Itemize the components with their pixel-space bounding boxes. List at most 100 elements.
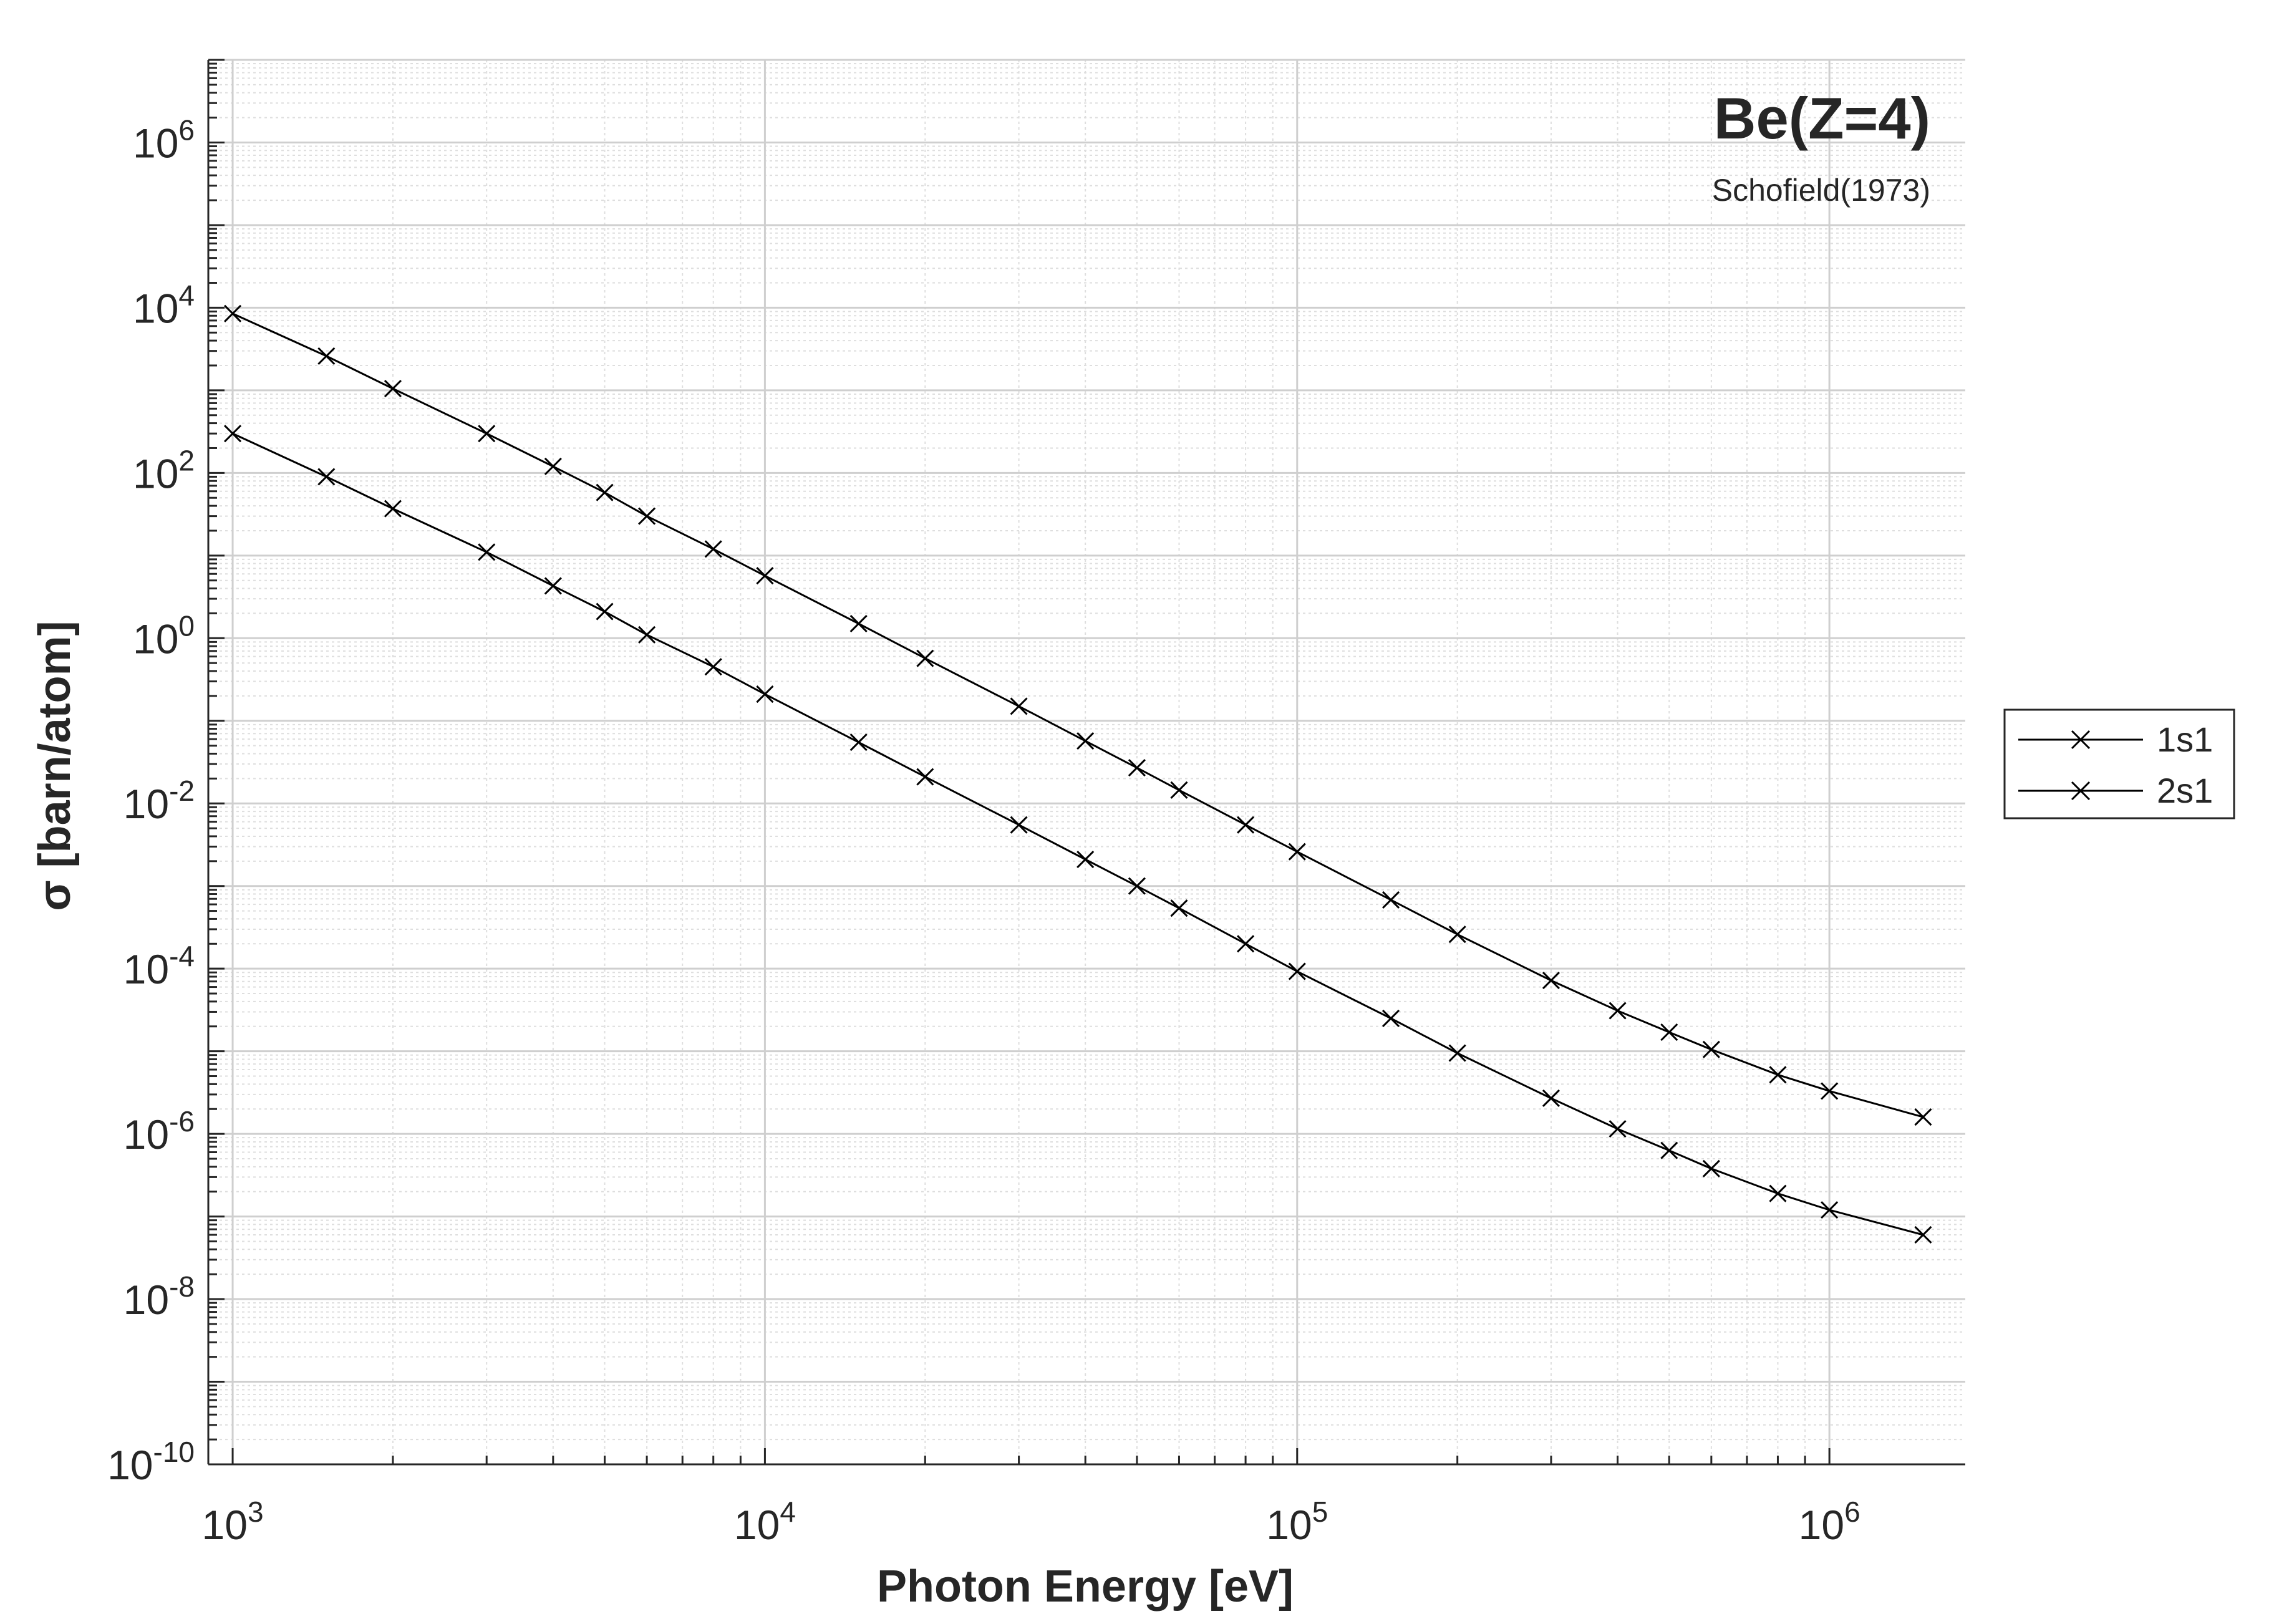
- marker-stroke: [1237, 935, 1255, 953]
- marker-stroke: [1448, 926, 1466, 944]
- marker-stroke: [1170, 899, 1188, 917]
- data-point-2s1: [1237, 935, 1255, 953]
- data-point-2s1: [317, 468, 336, 486]
- marker-stroke: [1609, 1120, 1627, 1138]
- data-point-1s1: [596, 483, 614, 501]
- y-tick-label: 10-2: [123, 775, 195, 827]
- marker-stroke: [638, 507, 656, 525]
- series-layer: [223, 304, 1932, 1244]
- marker-stroke: [1170, 781, 1188, 799]
- marker-stroke: [478, 543, 496, 561]
- marker-stroke: [1010, 697, 1028, 715]
- data-point-1s1: [223, 304, 242, 322]
- data-point-1s1: [1660, 1023, 1678, 1042]
- data-point-2s1: [1381, 1009, 1400, 1027]
- series-line-1s1: [232, 312, 1923, 1118]
- marker-stroke: [1769, 1184, 1787, 1202]
- series-1s1: [223, 304, 1932, 1126]
- marker-stroke: [1288, 843, 1306, 861]
- data-point-1s1: [317, 347, 336, 365]
- y-tick-label: 106: [133, 114, 195, 166]
- marker-stroke: [1128, 877, 1146, 895]
- legend-label-2s1: 2s1: [2157, 771, 2213, 810]
- data-point-1s1: [544, 457, 562, 475]
- data-point-1s1: [704, 540, 722, 558]
- marker-stroke: [1769, 1066, 1787, 1084]
- data-point-1s1: [1170, 781, 1188, 799]
- marker-stroke: [704, 540, 722, 558]
- data-point-2s1: [638, 626, 656, 644]
- y-tick-label: 10-4: [123, 940, 195, 992]
- minor-grid: [208, 60, 1965, 1464]
- legend-entry-2s1: 2s1: [2018, 771, 2213, 810]
- data-point-2s1: [1077, 850, 1095, 869]
- data-point-1s1: [1769, 1066, 1787, 1084]
- data-point-2s1: [1821, 1201, 1839, 1219]
- chart-title: Be(Z=4): [1714, 85, 1930, 151]
- marker-stroke: [638, 626, 656, 644]
- data-point-2s1: [544, 577, 562, 595]
- data-point-2s1: [704, 658, 722, 676]
- marker-stroke: [704, 658, 722, 676]
- data-point-2s1: [384, 500, 402, 518]
- marker-stroke: [756, 567, 774, 585]
- data-point-2s1: [1010, 816, 1028, 834]
- x-tick-label: 105: [1266, 1496, 1328, 1548]
- marker-stroke: [478, 425, 496, 443]
- marker-stroke: [1660, 1141, 1678, 1159]
- data-point-1s1: [849, 614, 868, 633]
- marker-stroke: [1237, 816, 1255, 834]
- data-point-1s1: [756, 567, 774, 585]
- data-point-2s1: [1448, 1044, 1466, 1062]
- x-tick-label: 103: [202, 1496, 264, 1548]
- data-point-1s1: [916, 649, 934, 667]
- marker-stroke: [756, 685, 774, 703]
- data-point-1s1: [1914, 1108, 1932, 1126]
- marker-stroke: [1702, 1040, 1720, 1058]
- data-point-2s1: [1128, 877, 1146, 895]
- data-point-2s1: [1914, 1225, 1932, 1244]
- legend-marker-2s1: [2071, 781, 2091, 801]
- marker-stroke: [596, 483, 614, 501]
- legend-label-1s1: 1s1: [2157, 720, 2213, 759]
- data-point-1s1: [1381, 891, 1400, 909]
- marker-stroke: [1288, 962, 1306, 980]
- marker-stroke: [1381, 891, 1400, 909]
- marker-stroke: [1448, 1044, 1466, 1062]
- data-point-1s1: [638, 507, 656, 525]
- data-point-1s1: [1448, 926, 1466, 944]
- tick-labels: 103 104 105 106 10-10 10-8 10-6 10-4 10-2 100 102 1…: [107, 114, 1860, 1548]
- data-point-2s1: [1542, 1089, 1560, 1108]
- data-point-2s1: [478, 543, 496, 561]
- marker-stroke: [1914, 1108, 1932, 1126]
- legend-marker-1s1: [2071, 730, 2091, 750]
- marker-stroke: [596, 602, 614, 621]
- data-point-1s1: [384, 380, 402, 398]
- series-2s1: [223, 425, 1932, 1244]
- data-point-1s1: [1010, 697, 1028, 715]
- data-point-1s1: [1128, 759, 1146, 777]
- data-point-1s1: [1288, 843, 1306, 861]
- x-axis-label: Photon Energy [eV]: [877, 1562, 1294, 1612]
- marker-stroke: [1010, 816, 1028, 834]
- marker-stroke: [1077, 732, 1095, 750]
- legend-entry-1s1: 1s1: [2018, 720, 2213, 759]
- data-point-2s1: [1170, 899, 1188, 917]
- marker-stroke: [384, 380, 402, 398]
- y-tick-label: 10-6: [123, 1105, 195, 1158]
- data-point-2s1: [223, 425, 242, 443]
- axes: [207, 59, 1965, 1466]
- marker-stroke: [1660, 1023, 1678, 1042]
- data-point-2s1: [1288, 962, 1306, 980]
- y-axis-label: σ [barn/atom]: [30, 621, 80, 911]
- data-point-1s1: [1077, 732, 1095, 750]
- data-point-1s1: [1821, 1082, 1839, 1100]
- data-point-1s1: [1609, 1002, 1627, 1020]
- data-point-2s1: [916, 768, 934, 786]
- y-tick-label: 102: [133, 444, 195, 496]
- x-tick-label: 104: [734, 1496, 796, 1548]
- data-point-1s1: [1237, 816, 1255, 834]
- data-point-2s1: [1660, 1141, 1678, 1159]
- legend-box: [2003, 708, 2235, 819]
